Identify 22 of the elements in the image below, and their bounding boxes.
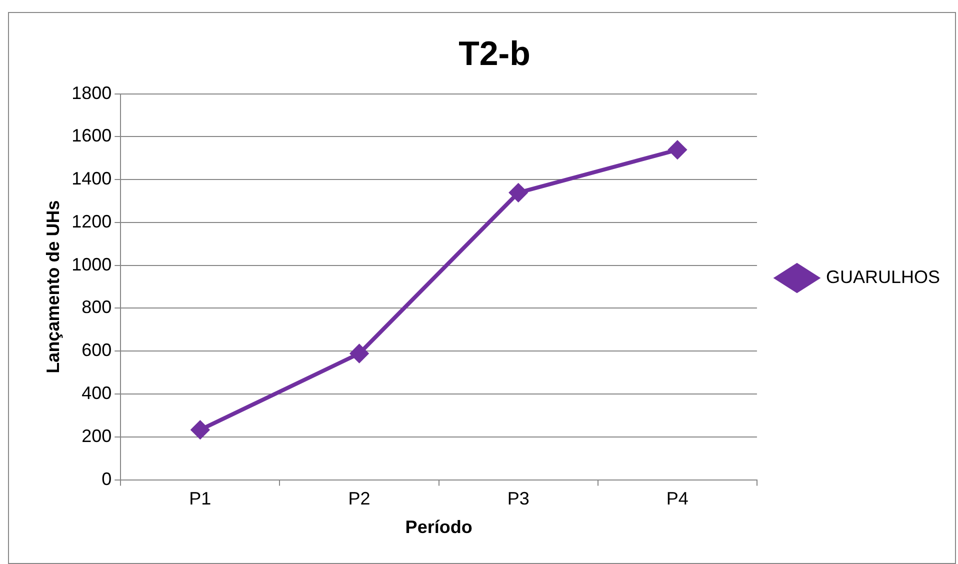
point [191, 420, 210, 439]
y-tick-label: 0 [102, 468, 112, 489]
point [668, 140, 686, 159]
y-tick-label: 1800 [72, 82, 112, 103]
x-tick-label: P2 [348, 488, 370, 509]
x-axis-title: Período [405, 517, 472, 538]
legend-label: GUARULHOS [826, 266, 940, 287]
y-tick-label: 1400 [72, 168, 112, 189]
y-tick-label: 1200 [72, 211, 112, 232]
point [509, 184, 528, 202]
x-tick-label: P3 [507, 488, 530, 509]
x-tick-label: P4 [666, 488, 688, 509]
x-tick-label: P1 [189, 488, 212, 509]
chart-title: T2-b [458, 34, 530, 73]
y-tick-label: 400 [82, 382, 112, 403]
y-tick-label: 200 [82, 426, 112, 446]
y-tick-label: 600 [82, 340, 112, 360]
y-tick-label: 1000 [72, 254, 112, 274]
y-axis-title: Lançamento de UHs [42, 200, 63, 374]
point [350, 344, 368, 362]
y-tick-label: 1600 [72, 126, 112, 146]
y-tick-label: 800 [82, 297, 112, 318]
